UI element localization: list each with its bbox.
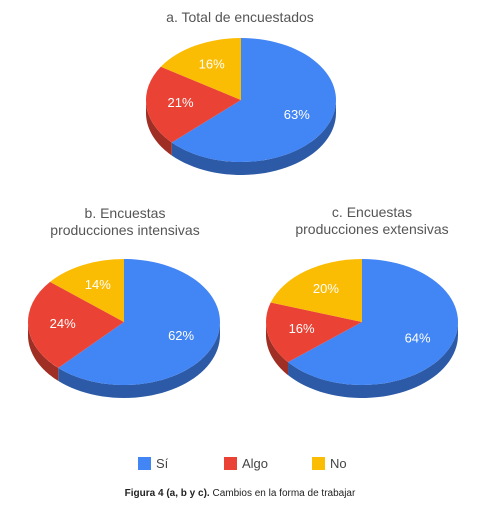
pie-a-label-algo: 21% [167, 95, 193, 110]
pie-b-slice-no [50, 259, 124, 322]
chart-c-title: c. Encuestas producciones extensivas [262, 204, 480, 238]
chart-a-title: a. Total de encuestados [140, 9, 340, 26]
legend-item-algo: Algo [224, 456, 268, 471]
chart-c-title-line-2: producciones extensivas [295, 221, 449, 237]
pie-a-slice-algo [146, 66, 241, 143]
pie-c-slice-no [270, 259, 362, 322]
pie-c-slice-sí [288, 259, 458, 385]
pie-a-label-sí: 63% [284, 107, 310, 122]
pie-b-label-algo: 24% [50, 316, 76, 331]
pie-b-slice-sí [58, 259, 220, 385]
chart-b-title: b. Encuestas producciones intensivas [20, 205, 230, 239]
pie-a-side-sí [171, 100, 336, 175]
pie-charts: 63% 21% 16% 62% 24% 14% 64% 16% 20% [27, 38, 458, 398]
figure-caption-text: Cambios en la forma de trabajar [209, 488, 356, 499]
legend-swatch-si [138, 457, 151, 470]
pie-c-label-no: 20% [313, 281, 339, 296]
pie-b-slice-algo [27, 281, 124, 368]
figure-caption-bold: Figura 4 (a, b y c). [124, 488, 210, 499]
pie-a-slice-sí [171, 38, 336, 162]
pie-b-label-sí: 62% [168, 328, 194, 343]
chart-c-title-line-1: c. Encuestas [331, 204, 413, 220]
pie-c-label-algo: 16% [289, 321, 315, 336]
pie-chart-c: 64% 16% 20% [266, 259, 458, 398]
pie-c-slice-algo [266, 302, 362, 363]
chart-a-title-line-1: a. Total de encuestados [166, 9, 314, 25]
legend-label-no: No [330, 456, 347, 471]
legend-item-no: No [312, 456, 347, 471]
legend-label-si: Sí [156, 456, 169, 471]
pie-a-slice-no [160, 38, 241, 100]
chart-b-title-line-1: b. Encuestas [84, 205, 166, 221]
legend-swatch-algo [224, 457, 237, 470]
pie-a-side-algo [146, 100, 172, 156]
pie-a-label-no: 16% [199, 57, 225, 72]
pie-chart-a: 63% 21% 16% [146, 38, 336, 175]
pie-chart-b: 62% 24% 14% [27, 259, 220, 398]
pie-b-label-no: 14% [85, 277, 111, 292]
figure-caption: Figura 4 (a, b y c). Cambios en la forma… [0, 488, 480, 499]
pie-c-label-sí: 64% [405, 331, 431, 346]
pie-c-side-algo [266, 322, 289, 376]
chart-b-title-line-2: producciones intensivas [50, 222, 200, 238]
legend: Sí Algo No [0, 456, 480, 472]
legend-label-algo: Algo [242, 456, 269, 471]
pie-b-side-algo [28, 322, 59, 381]
pie-b-side-sí [58, 322, 220, 398]
legend-swatch-no [312, 457, 325, 470]
legend-item-si: Sí [138, 456, 168, 471]
pie-c-side-sí [288, 322, 458, 398]
